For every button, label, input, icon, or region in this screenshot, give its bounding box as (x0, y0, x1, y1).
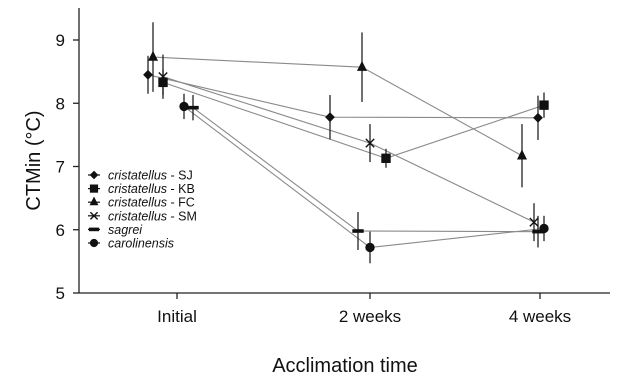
legend-marker (88, 227, 100, 232)
data-point (516, 149, 528, 160)
data-point (143, 69, 153, 80)
series-line-5 (183, 105, 545, 249)
x-tick-label: 2 weeks (339, 307, 401, 326)
legend-label: sagrei (108, 223, 143, 237)
y-tick-label: 7 (56, 158, 65, 177)
data-point (325, 112, 335, 123)
legend-marker (89, 196, 99, 206)
data-point (381, 153, 391, 163)
y-tick-label: 5 (56, 284, 65, 303)
y-tick-label: 6 (56, 221, 65, 240)
y-tick-label: 9 (56, 31, 65, 50)
legend-label: cristatellus - KB (108, 182, 195, 196)
x-tick-label: Initial (157, 307, 197, 326)
data-point (147, 50, 159, 61)
data-point (539, 100, 549, 110)
legend-label: cristatellus - SM (108, 209, 197, 223)
data-point (539, 223, 549, 234)
legend-marker (89, 184, 99, 193)
y-tick-label: 8 (56, 94, 65, 113)
data-point (187, 105, 199, 110)
legend-label: cristatellus - SJ (108, 169, 193, 183)
data-point (365, 138, 375, 148)
series-line-3 (162, 76, 535, 223)
data-point (529, 217, 539, 227)
series-line-0 (147, 74, 539, 119)
data-point (179, 101, 189, 112)
data-point (158, 77, 168, 88)
legend-marker (89, 170, 99, 180)
data-point (158, 71, 168, 82)
x-tick-label: 4 weeks (509, 307, 571, 326)
series-line-2 (152, 56, 523, 157)
data-point (533, 112, 543, 123)
x-axis-title: Acclimation time (272, 355, 418, 377)
data-point (356, 60, 368, 71)
legend-marker (89, 238, 99, 248)
legend-label: carolinensis (108, 237, 174, 251)
data-point (365, 242, 375, 253)
y-axis-title: CTMin (°C) (23, 110, 45, 210)
series-line-4 (192, 107, 539, 233)
data-point (352, 229, 364, 233)
legend-marker (89, 211, 99, 220)
legend-label: cristatellus - FC (108, 196, 195, 210)
series-line-1 (162, 81, 545, 159)
